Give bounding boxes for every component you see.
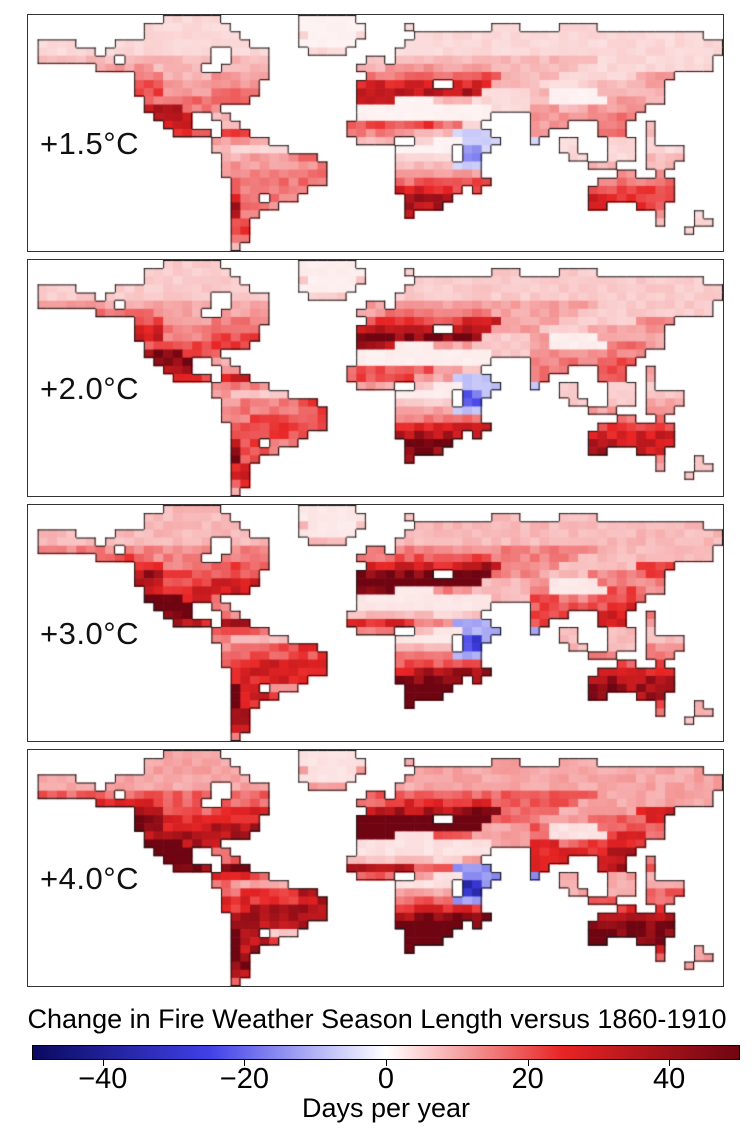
map-panel-1p5c: +1.5°C <box>27 14 724 252</box>
map-canvas-3 <box>28 505 723 741</box>
colorbar-tick-label: −20 <box>219 1063 269 1095</box>
colorbar-tick-label: −40 <box>78 1063 128 1095</box>
colorbar-tick-label: 0 <box>377 1063 395 1095</box>
panel-label-2p0c: +2.0°C <box>40 371 139 406</box>
colorbar-axis-label: Days per year <box>301 1093 471 1123</box>
colorbar-tick-mark <box>527 1060 529 1066</box>
map-panel-3p0c: +3.0°C <box>27 504 724 742</box>
panel-label-1p5c: +1.5°C <box>40 126 139 161</box>
figure-title: Change in Fire Weather Season Length ver… <box>27 1004 727 1034</box>
map-canvas-2 <box>28 260 723 496</box>
map-canvas-1 <box>28 15 723 251</box>
colorbar-tick-mark <box>102 1060 104 1066</box>
colorbar-tick-mark <box>669 1060 671 1066</box>
colorbar-tick-mark <box>386 1060 387 1066</box>
colorbar-tick-label: 40 <box>653 1063 686 1095</box>
map-panel-2p0c: +2.0°C <box>27 259 724 497</box>
map-panel-4p0c: +4.0°C <box>27 749 724 987</box>
colorbar-tick-label: 20 <box>511 1063 544 1095</box>
panel-label-3p0c: +3.0°C <box>40 616 139 651</box>
colorbar-tick-mark <box>244 1060 246 1066</box>
map-canvas-4 <box>28 750 723 986</box>
panel-label-4p0c: +4.0°C <box>40 861 139 896</box>
colorbar-gradient <box>32 1045 740 1060</box>
colorbar: −40 −20 0 20 40 Days per year <box>32 1045 740 1135</box>
